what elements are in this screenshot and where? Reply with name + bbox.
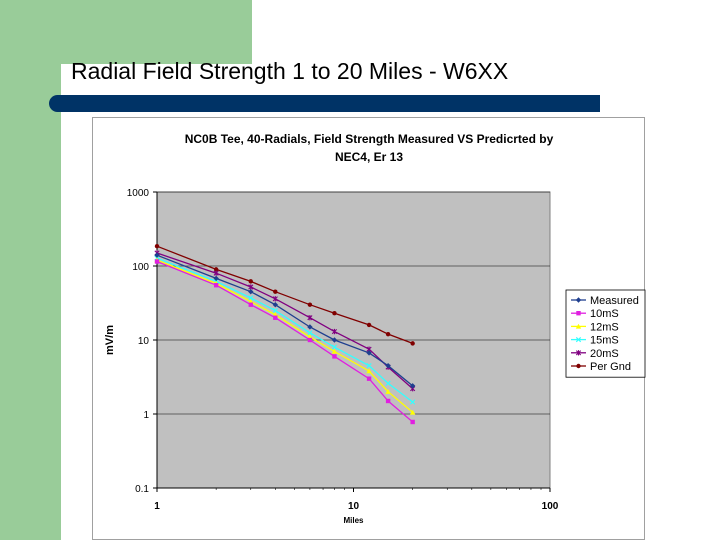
chart-title-line: NC0B Tee, 40-Radials, Field Strength Mea…	[185, 132, 554, 146]
x-tick-label: 100	[542, 501, 559, 512]
data-point	[213, 267, 219, 272]
data-point	[273, 289, 278, 294]
data-point	[366, 368, 372, 374]
data-point	[154, 252, 160, 258]
data-point	[307, 302, 313, 307]
x-axis-title: Miles	[343, 516, 364, 525]
data-point	[575, 350, 582, 356]
x-tick-label: 10	[348, 501, 360, 512]
title-underline-bar	[49, 95, 600, 112]
legend-label: Measured	[590, 295, 639, 307]
data-point	[409, 383, 416, 389]
legend-entry: 15mS	[571, 335, 619, 347]
data-point	[213, 270, 219, 276]
legend-box	[565, 289, 646, 378]
data-point	[248, 295, 254, 301]
data-point	[576, 363, 581, 369]
chart-title-line: NEC4, Er 13	[335, 150, 403, 164]
legend-entry: 12mS	[571, 321, 619, 333]
data-point	[366, 322, 372, 328]
data-point	[272, 307, 278, 314]
series-measured	[154, 252, 416, 389]
data-point	[366, 363, 372, 369]
y-tick-label: 10	[138, 336, 150, 347]
data-point	[213, 283, 219, 288]
data-point	[385, 362, 391, 369]
data-point	[154, 244, 160, 249]
legend-label: Per Gnd	[590, 361, 631, 373]
legend-label: 12mS	[590, 321, 619, 333]
data-point	[385, 389, 391, 394]
data-point	[273, 315, 278, 320]
legend-entry: Per Gnd	[571, 361, 631, 373]
y-tick-label: 1	[143, 410, 149, 421]
data-point	[575, 297, 582, 303]
chart-frame: NC0B Tee, 40-Radials, Field Strength Mea…	[92, 117, 646, 540]
data-point	[410, 341, 415, 346]
data-point	[385, 380, 391, 386]
legend-label: 10mS	[590, 308, 619, 320]
data-point	[366, 376, 372, 381]
green-side-panel	[0, 0, 61, 540]
legend-entry: 20mS	[571, 348, 619, 360]
data-point	[307, 330, 313, 336]
y-tick-label: 0.1	[135, 484, 149, 495]
legend-entry: Measured	[571, 295, 639, 307]
data-point	[331, 348, 338, 354]
data-point	[332, 311, 337, 316]
data-point	[307, 324, 313, 330]
data-point	[307, 315, 313, 321]
data-point	[248, 284, 254, 290]
data-point	[409, 409, 416, 415]
data-point	[248, 288, 254, 295]
data-point	[307, 337, 313, 343]
series-per-gnd	[154, 244, 415, 346]
x-tick-label: 1	[154, 501, 160, 512]
data-point	[385, 331, 391, 337]
data-point	[366, 350, 372, 356]
y-tick-label: 100	[132, 262, 149, 273]
data-point	[331, 344, 338, 350]
data-point	[331, 328, 338, 335]
slide-title: Radial Field Strength 1 to 20 Miles - W6…	[71, 58, 509, 84]
y-axis-title: mV/m	[104, 325, 116, 355]
series-10ms	[154, 259, 415, 425]
data-point	[272, 296, 278, 302]
data-point	[385, 398, 391, 404]
green-corner-tab	[61, 0, 252, 64]
legend-label: 15mS	[590, 335, 619, 347]
data-point	[575, 336, 582, 343]
data-point	[154, 259, 160, 264]
y-tick-label: 1000	[127, 188, 150, 199]
field-strength-chart: NC0B Tee, 40-Radials, Field Strength Mea…	[104, 132, 646, 525]
data-point	[248, 279, 253, 284]
data-point	[272, 301, 279, 308]
data-point	[248, 302, 253, 307]
data-point	[410, 419, 415, 425]
legend-label: 20mS	[590, 348, 619, 360]
legend-entry: 10mS	[571, 308, 619, 320]
data-point	[410, 399, 416, 405]
data-point	[213, 275, 219, 282]
data-point	[575, 323, 582, 329]
data-point	[332, 354, 337, 359]
data-point	[576, 311, 581, 316]
